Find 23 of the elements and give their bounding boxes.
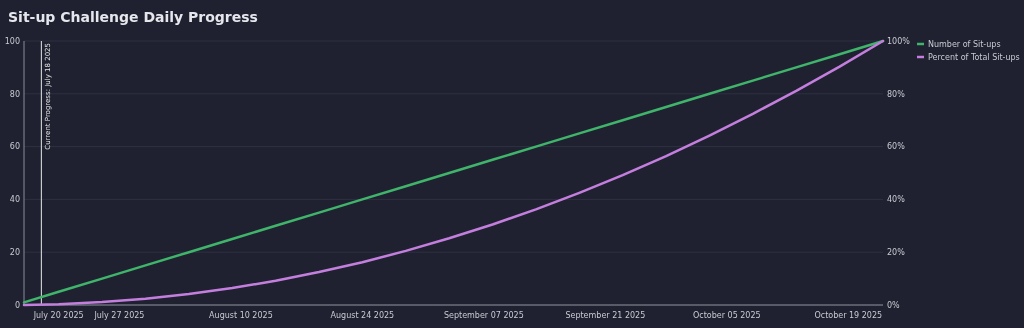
x-tick-label: September 21 2025 bbox=[565, 311, 646, 320]
legend-label: Percent of Total Sit-ups bbox=[928, 52, 1020, 62]
chart-title: Sit-up Challenge Daily Progress bbox=[8, 9, 258, 25]
x-tick-label: October 05 2025 bbox=[693, 311, 761, 320]
y2-tick-label: 0% bbox=[887, 300, 901, 310]
y-tick-label: 60 bbox=[9, 142, 20, 152]
y-tick-label: 40 bbox=[9, 195, 20, 205]
y2-tick-label: 100% bbox=[887, 36, 911, 46]
x-tick-label: August 10 2025 bbox=[209, 311, 273, 320]
legend-label: Number of Sit-ups bbox=[928, 39, 1001, 49]
y-tick-label: 100 bbox=[4, 36, 20, 46]
y2-tick-label: 80% bbox=[887, 89, 906, 99]
x-tick-label: July 27 2025 bbox=[93, 311, 145, 320]
y-tick-label: 80 bbox=[9, 89, 20, 99]
x-tick-label: July 20 2025 bbox=[32, 311, 84, 320]
y2-tick-label: 20% bbox=[887, 248, 906, 257]
x-tick-label: August 24 2025 bbox=[330, 311, 395, 320]
x-tick-label: September 07 2025 bbox=[443, 311, 524, 320]
x-tick-label: October 19 2025 bbox=[814, 311, 883, 320]
y2-tick-label: 60% bbox=[887, 142, 906, 152]
y-tick-label: 20 bbox=[9, 248, 20, 257]
y-tick-label: 0 bbox=[14, 300, 20, 310]
y2-tick-label: 40% bbox=[887, 195, 906, 205]
